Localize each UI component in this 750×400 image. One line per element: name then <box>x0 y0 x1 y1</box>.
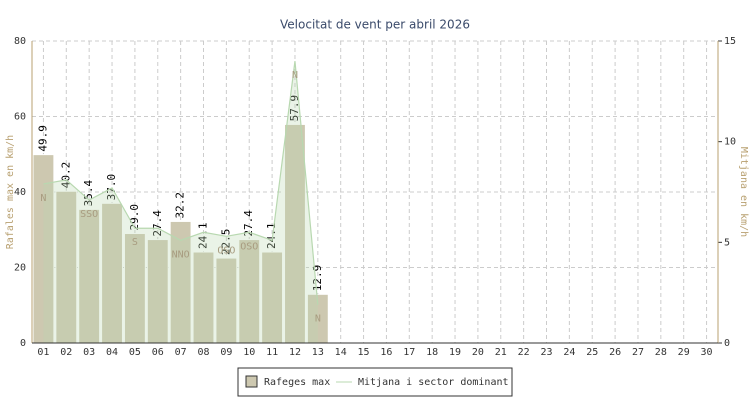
value-label: 57.9 <box>288 95 301 122</box>
x-tick-label: 21 <box>495 347 507 358</box>
x-tick-label: 06 <box>152 347 164 358</box>
x-tick-label: 30 <box>701 347 713 358</box>
sector-label: NNO <box>172 249 190 260</box>
x-tick-label: 07 <box>175 347 187 358</box>
x-tick-label: 08 <box>197 347 209 358</box>
x-tick-label: 02 <box>60 347 72 358</box>
x-tick-label: 05 <box>129 347 141 358</box>
y2-tick-label: 15 <box>724 36 736 47</box>
y-axis-title: Rafales max en km/h <box>5 135 16 249</box>
y-tick-label: 80 <box>14 36 26 47</box>
x-tick-label: 01 <box>37 347 49 358</box>
x-tick-label: 10 <box>243 347 255 358</box>
x-tick-label: 27 <box>632 347 644 358</box>
mean-area <box>43 61 318 344</box>
y-tick-label: 40 <box>14 187 26 198</box>
y2-tick-label: 10 <box>724 137 736 148</box>
x-tick-label: 28 <box>655 347 667 358</box>
x-tick-label: 22 <box>518 347 530 358</box>
sector-label: OSO <box>240 241 258 252</box>
y2-tick-label: 5 <box>724 237 730 248</box>
y-tick-label: 60 <box>14 112 26 123</box>
sector-label: OSO <box>217 245 235 256</box>
y2-tick-label: 0 <box>724 338 730 349</box>
y-tick-label: 20 <box>14 263 26 274</box>
x-tick-label: 20 <box>472 347 484 358</box>
x-tick-label: 29 <box>678 347 690 358</box>
y-tick-label: 0 <box>20 338 26 349</box>
x-tick-label: 04 <box>106 347 118 358</box>
value-label: 24.1 <box>197 223 210 250</box>
legend-box <box>237 367 513 397</box>
sector-label: N <box>292 70 298 81</box>
x-tick-label: 25 <box>586 347 598 358</box>
value-label: 35.4 <box>82 179 95 206</box>
x-tick-label: 12 <box>289 347 301 358</box>
x-tick-label: 13 <box>312 347 324 358</box>
x-tick-label: 14 <box>335 347 347 358</box>
sector-label: SSO <box>80 209 98 220</box>
value-label: 12.9 <box>311 265 324 292</box>
x-tick-label: 16 <box>380 347 392 358</box>
sector-label: N <box>315 314 321 325</box>
value-label: 49.9 <box>36 125 49 152</box>
value-label: 27.4 <box>242 210 255 237</box>
y2-axis-title: Mitjana en km/h <box>738 147 749 237</box>
chart-title: Velocitat de vent per abril 2026 <box>280 18 470 32</box>
x-tick-label: 24 <box>563 347 575 358</box>
legend-swatch <box>245 375 258 388</box>
sector-label: N <box>40 193 46 204</box>
x-tick-label: 09 <box>220 347 232 358</box>
sector-label: S <box>132 237 138 248</box>
x-tick-label: 23 <box>540 347 552 358</box>
x-tick-label: 17 <box>403 347 415 358</box>
x-tick-label: 26 <box>609 347 621 358</box>
x-tick-label: 19 <box>449 347 461 358</box>
x-tick-label: 15 <box>358 347 370 358</box>
mean-line <box>43 61 319 305</box>
value-label: 29.0 <box>128 204 141 231</box>
legend-label: Rafeges max <box>264 377 330 388</box>
x-tick-label: 03 <box>83 347 95 358</box>
value-label: 32.2 <box>174 192 187 219</box>
x-tick-label: 18 <box>426 347 438 358</box>
value-label: 24.1 <box>265 223 278 250</box>
legend-label: Mitjana i sector dominant <box>358 377 509 388</box>
x-tick-label: 11 <box>266 347 278 358</box>
